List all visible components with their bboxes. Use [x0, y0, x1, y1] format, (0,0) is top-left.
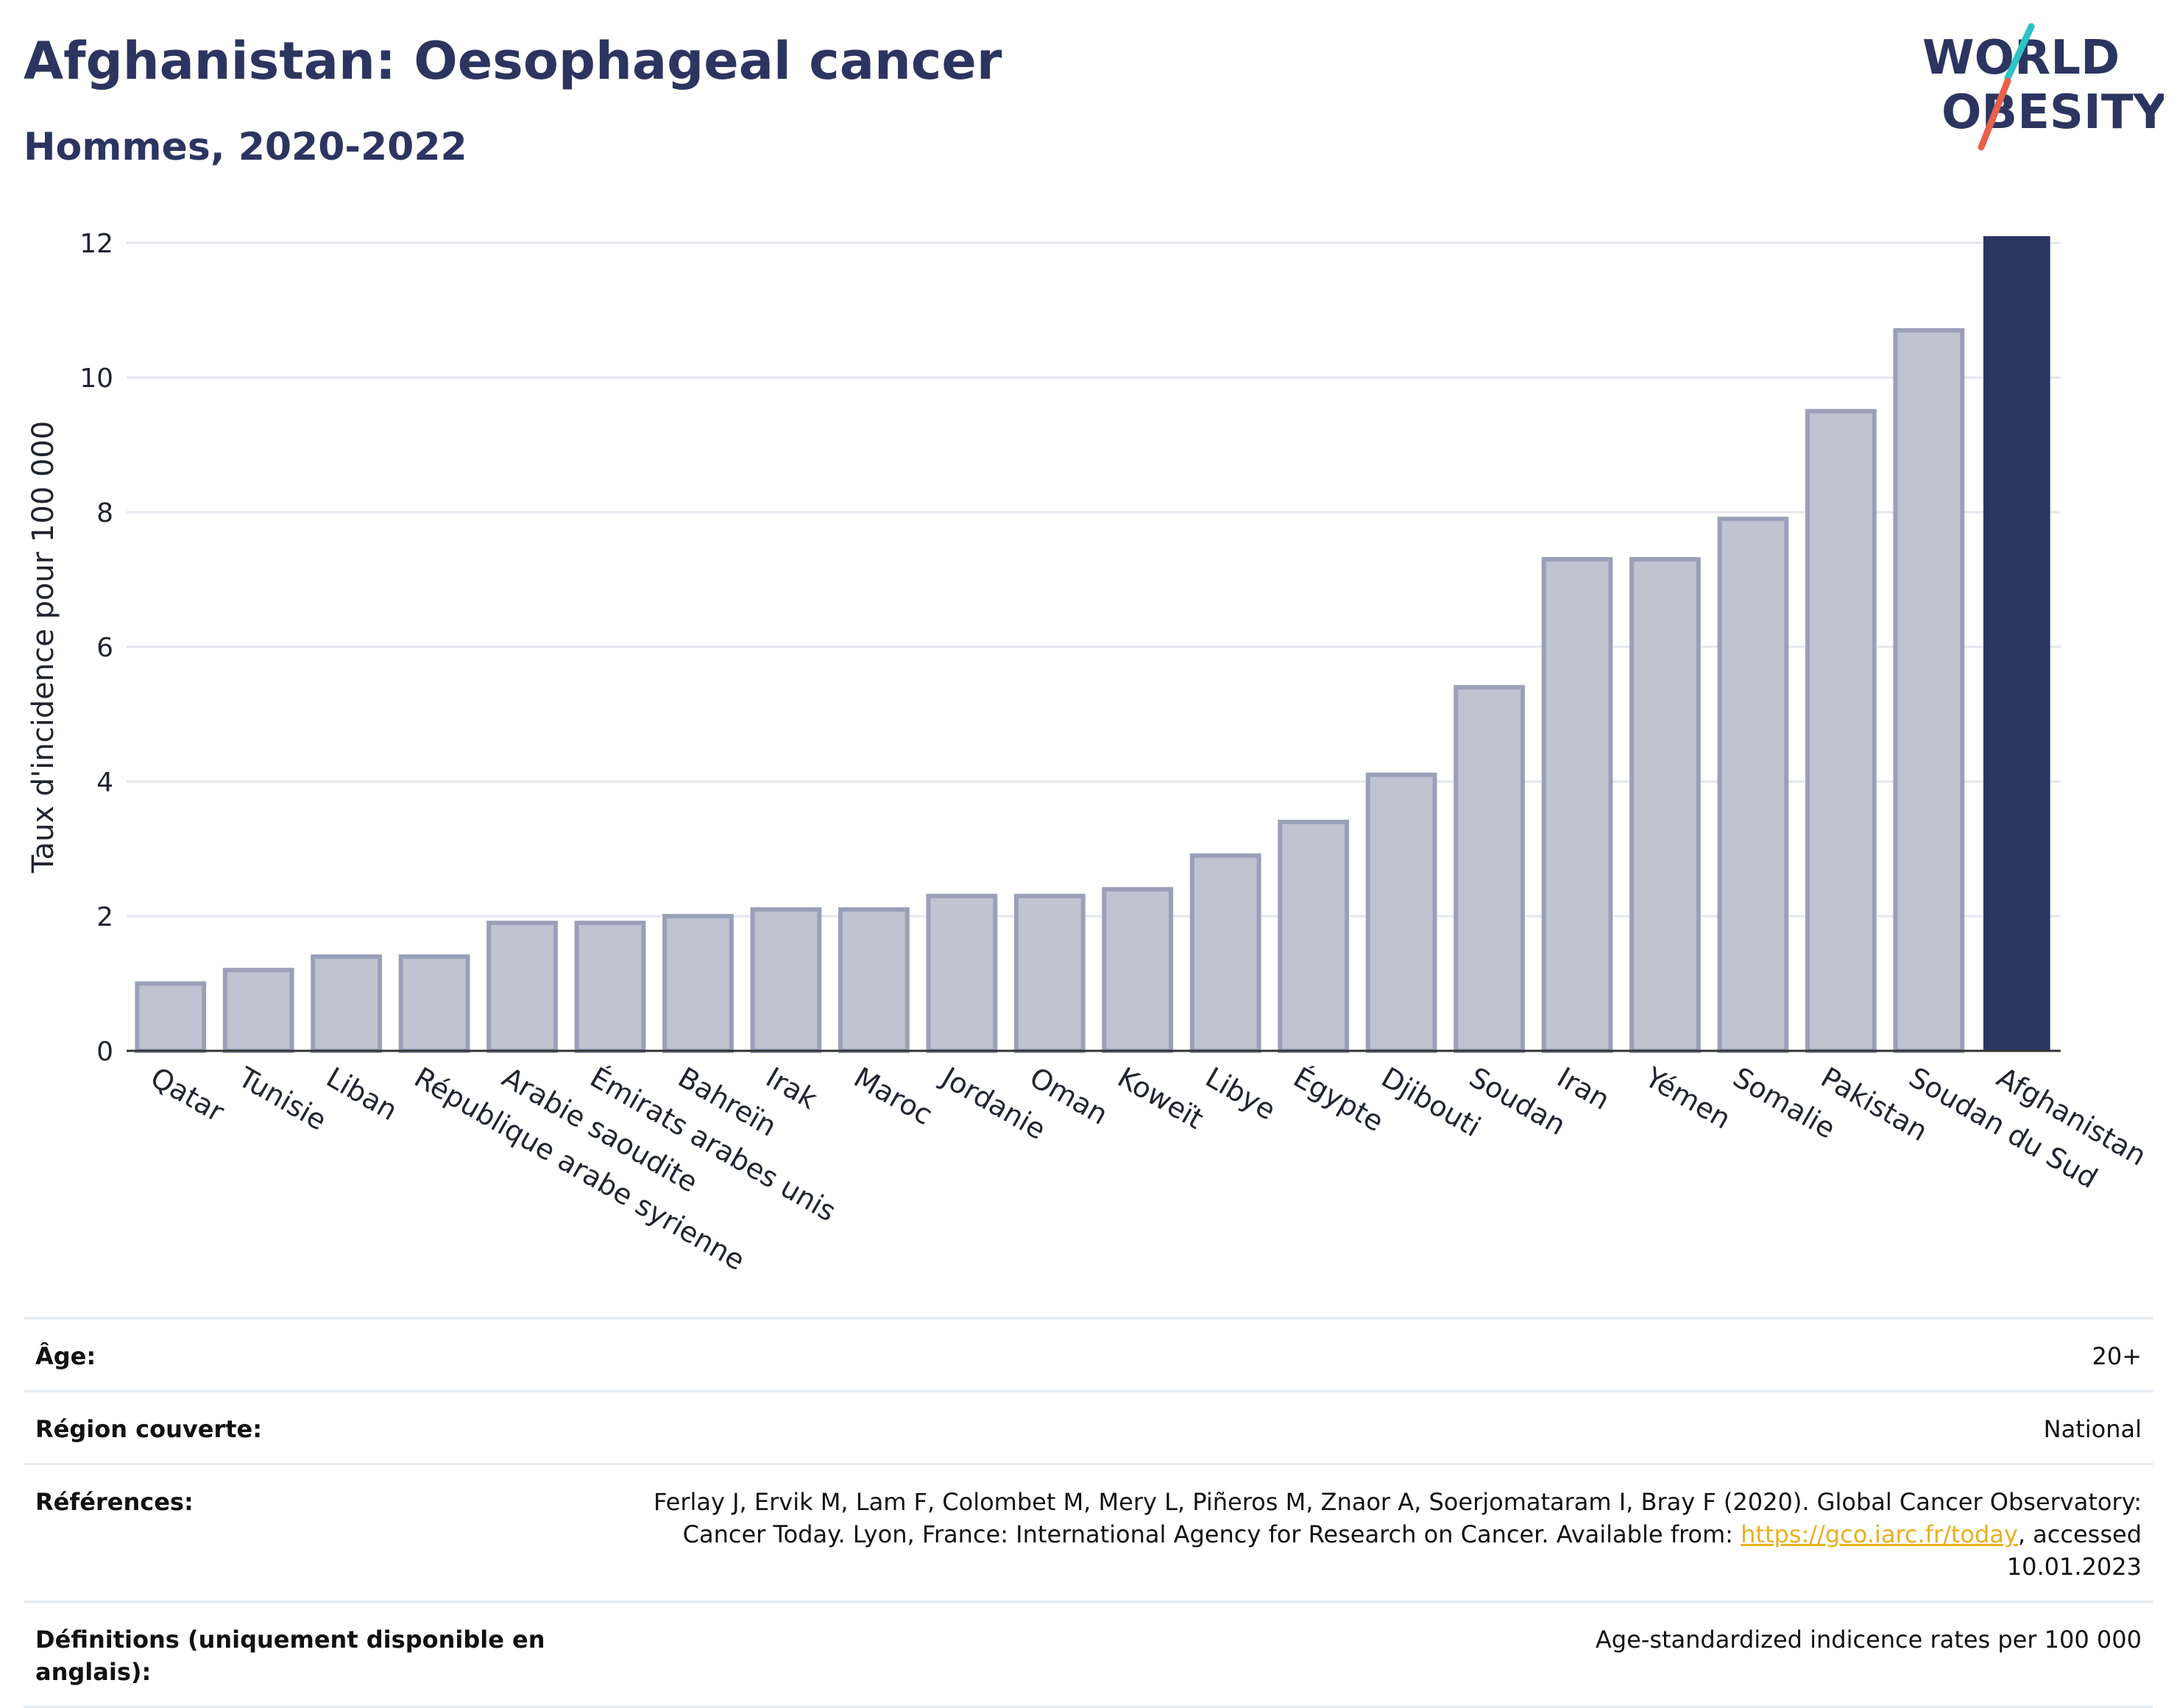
references-link[interactable]: https://gco.iarc.fr/today	[1741, 1520, 2018, 1548]
x-tick-label: Maroc	[849, 1061, 938, 1132]
y-axis-ticks: 0 2 4 6 8 10 12	[79, 229, 113, 1067]
x-tick-label: Liban	[321, 1061, 403, 1127]
bar--mirats-arabes-unis	[574, 921, 646, 1054]
bar-arabie-saoudite	[486, 921, 558, 1054]
x-tick-label: Libye	[1200, 1061, 1281, 1127]
y-axis-label: Taux d'incidence pour 100 000	[26, 421, 60, 874]
bar-libye	[1189, 853, 1261, 1054]
bar-r-publique-arabe-syrienne	[398, 954, 470, 1054]
region-label: Région couverte:	[35, 1415, 262, 1443]
bar-jordanie	[926, 893, 998, 1053]
y-tick-label: 0	[96, 1037, 113, 1067]
metadata-table: Âge: 20+ Région couverte: National Référ…	[24, 1317, 2153, 1708]
page-title: Afghanistan: Oesophageal cancer	[24, 31, 1002, 91]
references-text: Ferlay J, Ervik M, Lam F, Colombet M, Me…	[654, 1488, 2142, 1548]
y-tick-label: 10	[79, 364, 113, 394]
bar-soudan	[1454, 684, 1525, 1054]
bar-oman	[1013, 893, 1086, 1053]
x-tick-label: Koweït	[1112, 1061, 1208, 1135]
references-accessed: , accessed 10.01.2023	[2006, 1520, 2142, 1581]
y-tick-label: 2	[96, 902, 113, 932]
bars	[135, 235, 2050, 1054]
x-tick-label: Yémen	[1639, 1060, 1736, 1135]
grid-lines	[127, 241, 2061, 918]
bar-bahre-n	[662, 914, 734, 1053]
age-value: 20+	[2092, 1342, 2142, 1370]
bar-irak	[750, 907, 822, 1053]
x-tick-label: Égypte	[1288, 1061, 1389, 1138]
bar-soudan-du-sud	[1893, 327, 1965, 1053]
meta-row-age: Âge: 20+	[24, 1317, 2153, 1390]
region-value: National	[2043, 1415, 2142, 1443]
logo-slash-top	[2004, 23, 2035, 82]
y-tick-label: 12	[79, 229, 113, 259]
bar-y-men	[1629, 557, 1701, 1053]
bar--gypte	[1278, 819, 1350, 1054]
y-tick-label: 6	[96, 633, 113, 663]
page-subtitle: Hommes, 2020-2022	[24, 125, 467, 169]
meta-row-definitions: Définitions (uniquement disponible en an…	[24, 1601, 2153, 1708]
x-tick-label: Djibouti	[1376, 1061, 1487, 1144]
bar-kowe-t	[1102, 887, 1174, 1054]
bar-qatar	[135, 981, 207, 1053]
references-label: Références:	[35, 1488, 194, 1516]
meta-row-references: Références: Ferlay J, Ervik M, Lam F, Co…	[24, 1463, 2153, 1601]
meta-row-region: Région couverte: National	[24, 1390, 2153, 1463]
bar-iran	[1541, 557, 1613, 1053]
x-tick-label: Qatar	[145, 1061, 230, 1129]
y-tick-label: 4	[96, 768, 113, 798]
bar-djibouti	[1365, 772, 1437, 1053]
logo-slash-bottom	[1978, 77, 2011, 151]
bar-afghanistan	[1983, 235, 2050, 1052]
definitions-label: Définitions (uniquement disponible en an…	[35, 1626, 545, 1686]
bar-maroc	[838, 907, 910, 1053]
x-tick-label: Soudan	[1464, 1061, 1571, 1142]
bar-liban	[311, 954, 383, 1054]
bar-tunisie	[222, 968, 294, 1053]
definitions-value: Age-standardized indicence rates per 100…	[1595, 1626, 2142, 1654]
y-tick-label: 8	[96, 498, 113, 528]
references-value: Ferlay J, Ervik M, Lam F, Colombet M, Me…	[596, 1486, 2142, 1583]
logo-line1: WORLD	[1922, 31, 2120, 85]
x-tick-label: Tunisie	[233, 1060, 332, 1137]
bar-pakistan	[1805, 408, 1877, 1053]
world-obesity-logo: WORLD OBESITY	[1922, 23, 2164, 151]
logo-line2: OBESITY	[1941, 85, 2164, 140]
age-label: Âge:	[35, 1342, 96, 1370]
bar-somalie	[1717, 517, 1789, 1053]
